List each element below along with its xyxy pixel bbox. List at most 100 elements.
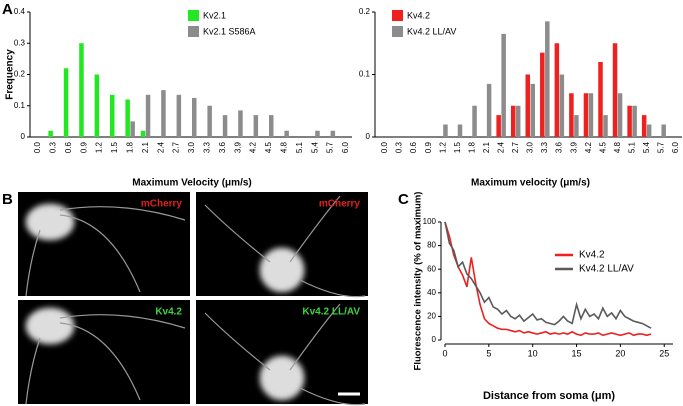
legend-swatch — [188, 10, 199, 21]
x-tick-label: 0.3 — [49, 141, 58, 153]
x-tick-label: 0.3 — [395, 141, 404, 153]
bar — [443, 124, 448, 137]
bar — [574, 115, 579, 137]
y-axis-label: Fluorescence intensity (% of maximum) — [413, 192, 424, 371]
y-tick-label: 0.1 — [359, 70, 371, 79]
bar — [525, 74, 530, 137]
x-tick-label: 5 — [486, 348, 491, 358]
image-label: Kv4.2 — [155, 307, 182, 318]
legend-swatch — [392, 10, 403, 21]
x-tick-label: 3.0 — [526, 141, 535, 153]
bar — [222, 115, 228, 137]
neurites — [25, 195, 366, 406]
legend-label: Kv2.1 S586A — [203, 26, 256, 36]
bar — [63, 68, 69, 137]
x-tick-label: 0.9 — [424, 141, 433, 153]
x-tick-label: 2.4 — [497, 141, 506, 153]
x-tick-label: 3.6 — [555, 141, 564, 153]
bar — [515, 105, 521, 137]
bar — [496, 115, 501, 137]
bar — [125, 99, 130, 137]
x-tick-label: 3.3 — [540, 141, 549, 153]
x-tick-label: 1.2 — [95, 141, 104, 153]
x-tick-label: 0.9 — [79, 141, 88, 153]
y-tick-label: 0 — [432, 335, 437, 344]
legend-swatch — [392, 26, 403, 37]
x-tick-label: 10 — [528, 348, 538, 358]
panel-label: C — [398, 191, 409, 208]
x-axis-label: Maximum velocity (μm/s) — [471, 178, 590, 189]
x-tick-label: 25 — [659, 348, 669, 358]
image-label: mCherry — [319, 199, 361, 210]
line — [444, 221, 652, 337]
x-tick-label: 0.0 — [380, 141, 389, 153]
bar — [472, 105, 477, 137]
legend-swatch — [188, 26, 199, 37]
bar — [569, 93, 574, 137]
y-tick-label: 20 — [427, 312, 436, 321]
bar — [530, 83, 535, 137]
image-label: Kv4.2 LL/AV — [302, 307, 360, 318]
x-tick-label: 5.4 — [642, 141, 651, 153]
legend-label: Kv4.2 — [579, 250, 605, 261]
x-tick-label: 5.1 — [295, 141, 304, 153]
y-tick-label: 0 — [366, 132, 371, 141]
x-tick-label: 1.8 — [126, 141, 135, 153]
bar — [48, 130, 53, 137]
panel-label: B — [2, 191, 13, 208]
bar — [510, 105, 516, 137]
x-tick-label: 6.0 — [341, 141, 350, 153]
x-tick-label: 6.0 — [671, 141, 680, 153]
bar — [176, 94, 182, 137]
y-tick-label: 0 — [21, 132, 26, 141]
x-tick-label: 4.2 — [584, 141, 593, 153]
line — [444, 221, 652, 329]
x-tick-label: 4.5 — [598, 141, 607, 153]
bar — [161, 90, 166, 137]
bar — [501, 33, 506, 137]
bar — [486, 83, 492, 137]
bar — [598, 62, 603, 137]
bar — [588, 93, 594, 137]
y-tick-label: 80 — [427, 241, 436, 250]
bar — [612, 43, 618, 137]
x-tick-label: 2.7 — [172, 141, 181, 153]
x-tick-label: 5.1 — [627, 141, 636, 153]
legend-label: Kv2.1 — [203, 10, 226, 20]
x-tick-label: 1.2 — [438, 141, 447, 153]
y-tick-label: 0.2 — [14, 70, 26, 79]
bar — [559, 74, 565, 137]
bar — [330, 130, 336, 137]
x-tick-label: 1.5 — [110, 141, 119, 153]
y-tick-label: 40 — [427, 288, 436, 297]
bar — [269, 115, 274, 137]
bar — [140, 130, 146, 137]
x-tick-label: 4.8 — [280, 141, 289, 153]
x-axis-label: Maximum Velocity (μm/s) — [132, 178, 252, 189]
bar — [94, 74, 100, 137]
neuron — [25, 203, 305, 401]
bar — [627, 105, 632, 137]
bar — [583, 93, 589, 137]
x-tick-label: 0.0 — [33, 141, 42, 153]
y-tick-label: 60 — [427, 264, 436, 273]
x-tick-label: 3.9 — [233, 141, 242, 153]
bar — [554, 43, 560, 137]
x-tick-label: 5.4 — [310, 141, 319, 153]
x-tick-label: 1.5 — [453, 141, 462, 153]
panel-label: A — [2, 1, 13, 18]
bar — [79, 43, 84, 137]
image-label: mCherry — [141, 199, 183, 210]
x-tick-label: 4.5 — [264, 141, 273, 153]
x-tick-label: 15 — [572, 348, 582, 358]
bar — [192, 97, 197, 137]
x-tick-label: 3.9 — [569, 141, 578, 153]
x-tick-label: 2.4 — [156, 141, 165, 153]
x-tick-label: 3.3 — [203, 141, 212, 153]
x-tick-label: 5.7 — [657, 141, 666, 153]
bar — [145, 94, 151, 137]
bar — [540, 52, 545, 137]
bar — [130, 121, 135, 137]
bar — [110, 94, 115, 137]
